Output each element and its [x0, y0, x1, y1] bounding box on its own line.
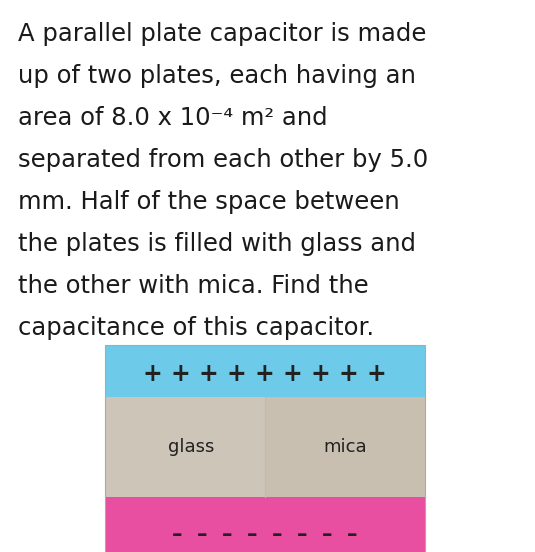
Text: + + + + + + + + +: + + + + + + + + + [143, 362, 387, 386]
Text: the other with mica. Find the: the other with mica. Find the [18, 274, 369, 298]
Bar [265, 397, 425, 497]
Bar [105, 345, 425, 397]
Text: mica: mica [323, 438, 367, 456]
Text: capacitance of this capacitor.: capacitance of this capacitor. [18, 316, 374, 340]
Text: –  –  –  –  –  –  –  –: – – – – – – – – [172, 525, 358, 545]
Text: mm. Half of the space between: mm. Half of the space between [18, 190, 400, 214]
Bar [105, 345, 425, 552]
Text: separated from each other by 5.0: separated from each other by 5.0 [18, 148, 428, 172]
Text: glass: glass [168, 438, 215, 456]
Text: A parallel plate capacitor is made: A parallel plate capacitor is made [18, 22, 426, 46]
Bar [105, 497, 425, 552]
Text: the plates is filled with glass and: the plates is filled with glass and [18, 232, 416, 256]
Text: up of two plates, each having an: up of two plates, each having an [18, 64, 416, 88]
Bar [105, 397, 265, 497]
Text: area of 8.0 x 10⁻⁴ m² and: area of 8.0 x 10⁻⁴ m² and [18, 106, 327, 130]
